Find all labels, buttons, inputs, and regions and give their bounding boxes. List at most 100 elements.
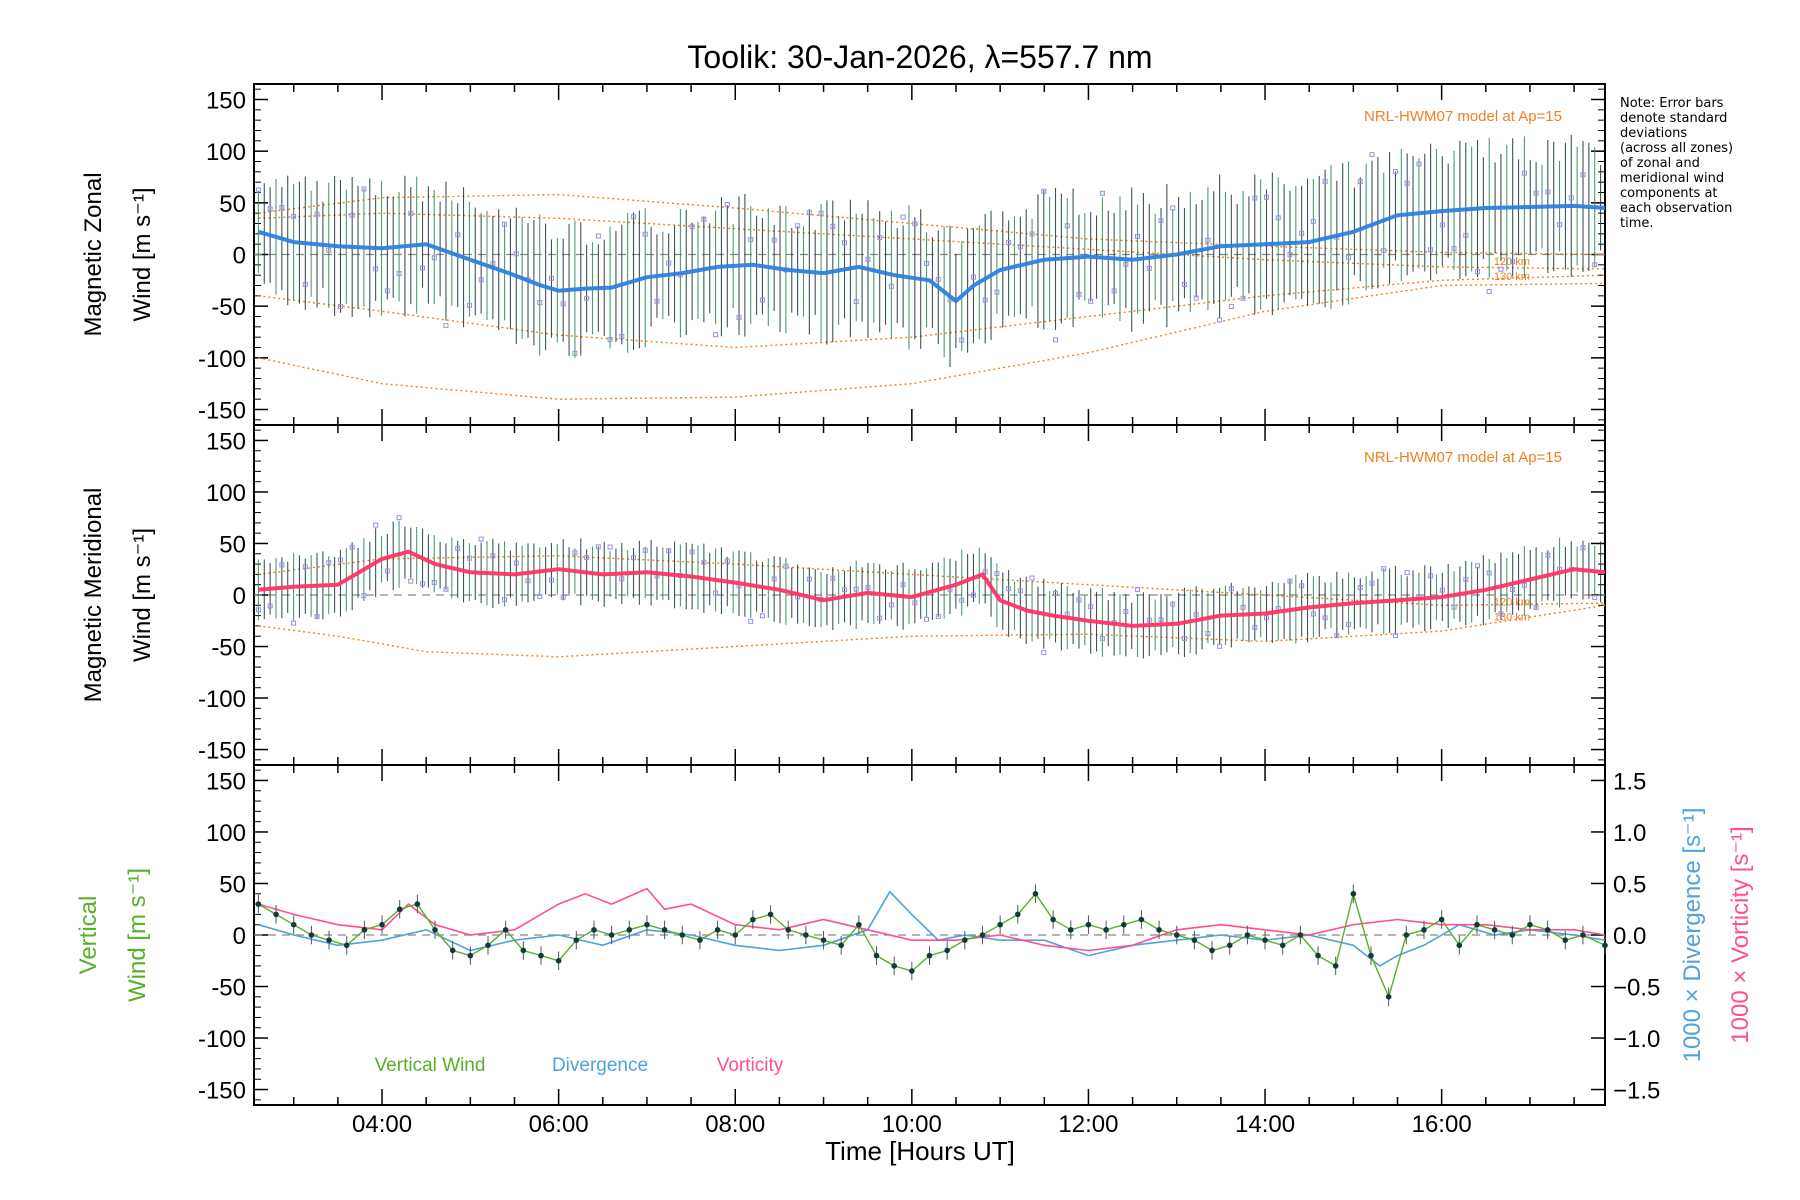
zone-sample (830, 223, 836, 229)
zone-sample (595, 544, 601, 550)
zone-sample (396, 271, 402, 277)
zone-sample (1521, 582, 1527, 588)
zone-sample (701, 559, 707, 565)
zone-sample (1545, 189, 1551, 195)
zone-sample (865, 585, 871, 591)
zone-sample (642, 231, 648, 237)
x-tick-label: 06:00 (529, 1111, 589, 1138)
zone-sample (607, 337, 613, 343)
zone-sample (1217, 317, 1223, 323)
vertical-wind-point (1580, 932, 1586, 938)
zone-sample (888, 602, 894, 608)
zone-sample (1135, 233, 1141, 239)
zone-sample (1369, 152, 1375, 158)
vertical-wind-point (750, 916, 756, 923)
zone-sample (1580, 172, 1586, 178)
zone-sample (1381, 566, 1387, 572)
zone-sample (1451, 604, 1457, 610)
zone-sample (478, 277, 484, 283)
vertical-wind-point (962, 937, 968, 943)
zone-sample (572, 550, 578, 556)
zone-sample (689, 549, 695, 555)
zone-sample (408, 210, 414, 216)
vertical-wind-point (979, 932, 986, 938)
zone-sample (349, 544, 355, 550)
y-axis-label-line1: Magnetic Meridional (80, 488, 107, 703)
zone-sample (1041, 650, 1047, 656)
zone-sample (1228, 586, 1234, 592)
vorticity-axis-label: 1000 × Vorticity [s⁻¹] (1727, 826, 1754, 1043)
vertical-wind-point (1209, 947, 1215, 954)
zone-sample (1322, 615, 1328, 621)
zone-sample (783, 563, 789, 569)
zone-sample (1521, 170, 1527, 176)
zone-sample (1299, 583, 1305, 589)
zone-sample (420, 581, 426, 587)
zone-sample (771, 237, 777, 243)
right-y-tick-label: 1.5 (1613, 768, 1646, 795)
vertical-wind-point (1456, 942, 1463, 949)
model-altitude-label: 130 km (1494, 271, 1530, 283)
zone-sample (701, 216, 707, 222)
vertical-wind-point (856, 921, 862, 928)
zone-sample (1486, 289, 1492, 295)
zone-sample (1475, 269, 1481, 275)
zone-sample (1510, 259, 1516, 265)
zone-sample (1017, 244, 1023, 250)
zone-sample (420, 265, 426, 271)
vertical-wind-point (1173, 932, 1180, 938)
right-y-tick-label: 0.5 (1613, 871, 1646, 898)
y-tick-label: 50 (219, 871, 246, 898)
zone-sample (619, 333, 625, 339)
zone-sample (642, 547, 648, 553)
model-curve (258, 604, 1606, 658)
zone-sample (1428, 573, 1434, 579)
vertical-wind-point (997, 921, 1003, 928)
zone-sample (443, 322, 449, 328)
vertical-wind-point (308, 932, 315, 938)
zone-sample (724, 558, 730, 564)
zone-sample (607, 544, 613, 550)
zone-sample (1322, 178, 1328, 184)
vertical-wind-point (679, 932, 686, 938)
zone-sample (1404, 180, 1410, 186)
zone-sample (1123, 609, 1129, 615)
vertical-wind-point (361, 927, 368, 933)
vertical-wind-point (1368, 952, 1374, 959)
zone-sample (548, 275, 554, 281)
y-tick-label: -150 (198, 738, 246, 765)
y-tick-label: 150 (206, 88, 246, 115)
zone-sample (935, 613, 941, 619)
vertical-wind-point (732, 932, 739, 938)
y-tick-label: -150 (198, 1078, 246, 1105)
zone-sample (1557, 222, 1563, 228)
x-tick-label: 12:00 (1058, 1111, 1118, 1138)
vertical-wind-point (803, 932, 809, 938)
x-axis-label: Time [Hours UT] (825, 1136, 1015, 1166)
zone-sample (1041, 188, 1047, 194)
zone-sample (724, 201, 730, 207)
zone-sample (1346, 621, 1352, 627)
zone-sample (806, 576, 812, 582)
zone-sample (1217, 643, 1223, 649)
zone-sample (1252, 624, 1258, 630)
vertical-wind-point (1562, 937, 1569, 943)
zone-sample (806, 210, 812, 216)
zone-sample (912, 600, 918, 606)
zone-sample (1310, 218, 1316, 224)
zone-sample (1498, 266, 1504, 272)
vertical-wind-point (1191, 937, 1198, 943)
y-tick-label: -50 (211, 635, 246, 662)
zone-sample (759, 613, 765, 619)
error-bar-note: Note: Error bars denote standard deviati… (1620, 96, 1734, 231)
vertical-wind-point (1602, 942, 1608, 949)
x-tick-label: 04:00 (352, 1111, 412, 1138)
vertical-wind-point (1385, 994, 1392, 1000)
zone-sample (830, 575, 836, 581)
vertical-wind-point (1474, 921, 1480, 928)
zone-sample (924, 616, 930, 622)
zone-sample (1111, 288, 1117, 294)
zone-sample (900, 214, 906, 220)
zone-sample (1135, 586, 1141, 592)
zone-sample (1240, 295, 1246, 301)
